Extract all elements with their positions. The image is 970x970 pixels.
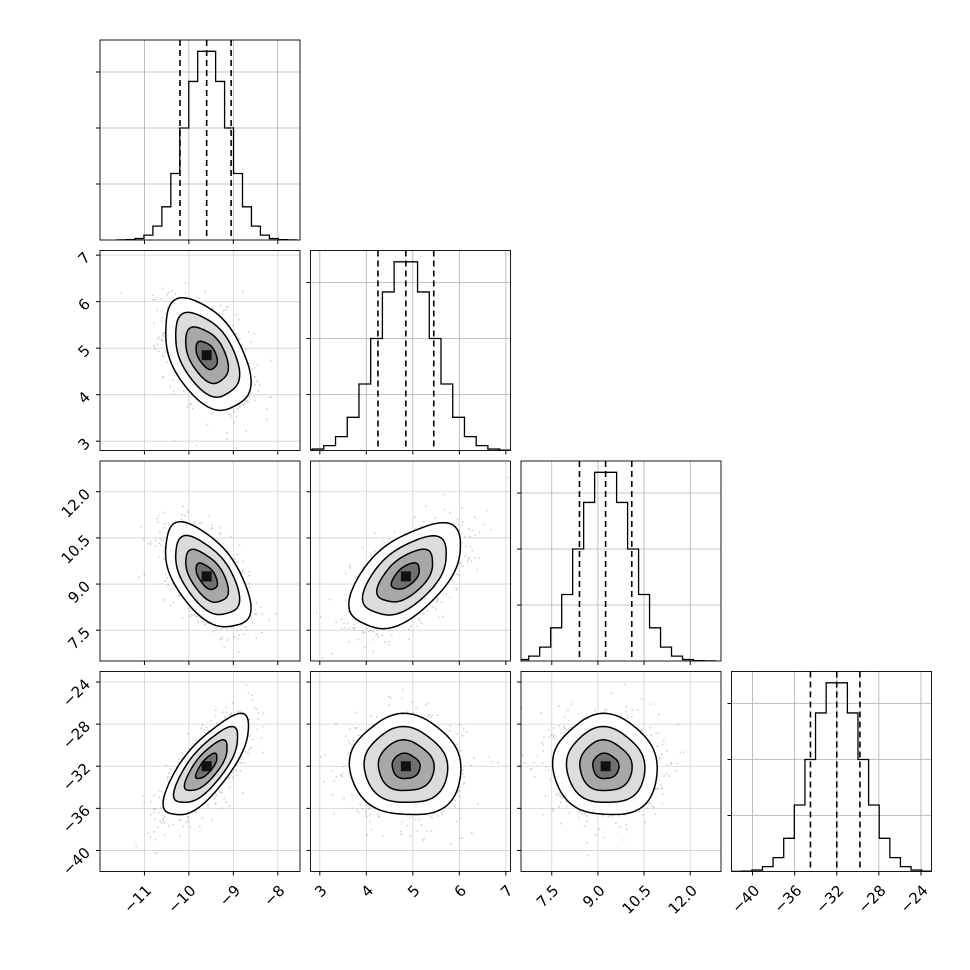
panel-content (138, 505, 277, 653)
x-tick-label: −24 (897, 882, 932, 917)
contour-line (165, 296, 252, 412)
scatter-panel-0-2 (96, 460, 301, 665)
scatter-panel-1-2 (306, 460, 511, 665)
x-tick-label: 6 (451, 882, 470, 901)
y-tick-label: −28 (59, 717, 94, 752)
contour-line (361, 534, 447, 616)
y-tick-label: 9.0 (64, 577, 94, 607)
histogram-panel-0 (96, 39, 301, 244)
y-tick-label: 6 (75, 295, 94, 314)
density-peak (201, 571, 212, 582)
panel-frame (99, 250, 301, 451)
y-tick-label: 10.5 (58, 531, 94, 567)
panel-content (521, 683, 685, 857)
contour-line (579, 739, 633, 792)
density-peak (201, 350, 212, 361)
panel-frame (520, 671, 722, 872)
contour-line (551, 712, 658, 816)
panel-frame (731, 671, 932, 872)
x-tick-label: −9 (216, 882, 244, 910)
x-tick-label: 7.5 (533, 882, 563, 912)
contour-line (172, 725, 239, 803)
histogram-panel-1 (306, 250, 511, 455)
y-tick-label: 12.0 (58, 485, 94, 521)
contour-line (184, 326, 230, 385)
y-tick-label: −24 (59, 675, 94, 710)
contour-line (185, 548, 230, 603)
panel-frame (310, 250, 511, 451)
contour-line (164, 520, 252, 628)
panel-content (135, 684, 265, 855)
y-tick-label: −40 (59, 844, 94, 879)
y-tick-label: 7 (75, 248, 94, 267)
density-peak (201, 761, 212, 772)
x-tick-label: −40 (728, 882, 763, 917)
x-tick-label: −10 (165, 882, 200, 917)
contour-line (390, 562, 420, 590)
histogram-panel-3 (727, 671, 932, 876)
panel-frame (99, 39, 301, 241)
scatter-panel-0-3 (96, 671, 301, 876)
contour-line (195, 562, 219, 591)
x-tick-label: −28 (855, 882, 890, 917)
contour-line (363, 725, 449, 803)
contour-line (565, 725, 646, 804)
density-peak (400, 761, 411, 772)
panel-frame (99, 671, 301, 872)
y-tick-label: −36 (59, 802, 94, 837)
y-tick-label: 7.5 (64, 624, 94, 654)
panel-content (320, 688, 499, 845)
histogram-panel-2 (517, 460, 722, 665)
x-tick-label: 9.0 (579, 882, 609, 912)
panel-frame (310, 671, 511, 872)
contour-line (348, 521, 462, 630)
contour-line (391, 752, 421, 780)
x-tick-label: −8 (260, 882, 288, 910)
x-tick-label: 4 (358, 882, 377, 901)
contour-line (375, 548, 434, 603)
density-peak (600, 761, 611, 772)
panel-frame (99, 460, 301, 662)
x-tick-label: 7 (497, 882, 516, 901)
scatter-panel-2-3 (517, 671, 722, 876)
panel-frame (310, 460, 511, 662)
y-tick-label: 4 (75, 388, 94, 407)
x-tick-label: −32 (812, 882, 847, 917)
panel-content (120, 282, 273, 449)
x-tick-label: −11 (120, 882, 155, 917)
contour-line (162, 712, 250, 816)
contour-line (174, 311, 241, 398)
panel-frame (520, 460, 722, 662)
x-tick-label: 3 (311, 882, 330, 901)
x-tick-label: 10.5 (618, 882, 654, 918)
y-tick-label: 5 (75, 341, 94, 360)
x-tick-label: 5 (404, 882, 423, 901)
contour-line (174, 534, 241, 616)
density-peak (400, 571, 411, 582)
x-tick-label: 12.0 (665, 882, 701, 918)
contour-line (348, 712, 462, 816)
contour-line (592, 752, 620, 780)
y-tick-label: −32 (59, 760, 94, 795)
contour-line (377, 739, 435, 792)
panel-content (316, 476, 509, 659)
scatter-panel-1-3 (306, 671, 511, 876)
x-tick-label: −36 (770, 882, 805, 917)
contour-line (183, 739, 228, 792)
contour-line (194, 752, 218, 780)
scatter-panel-0-1 (96, 250, 301, 455)
y-tick-label: 3 (75, 434, 94, 453)
contour-line (195, 340, 219, 371)
